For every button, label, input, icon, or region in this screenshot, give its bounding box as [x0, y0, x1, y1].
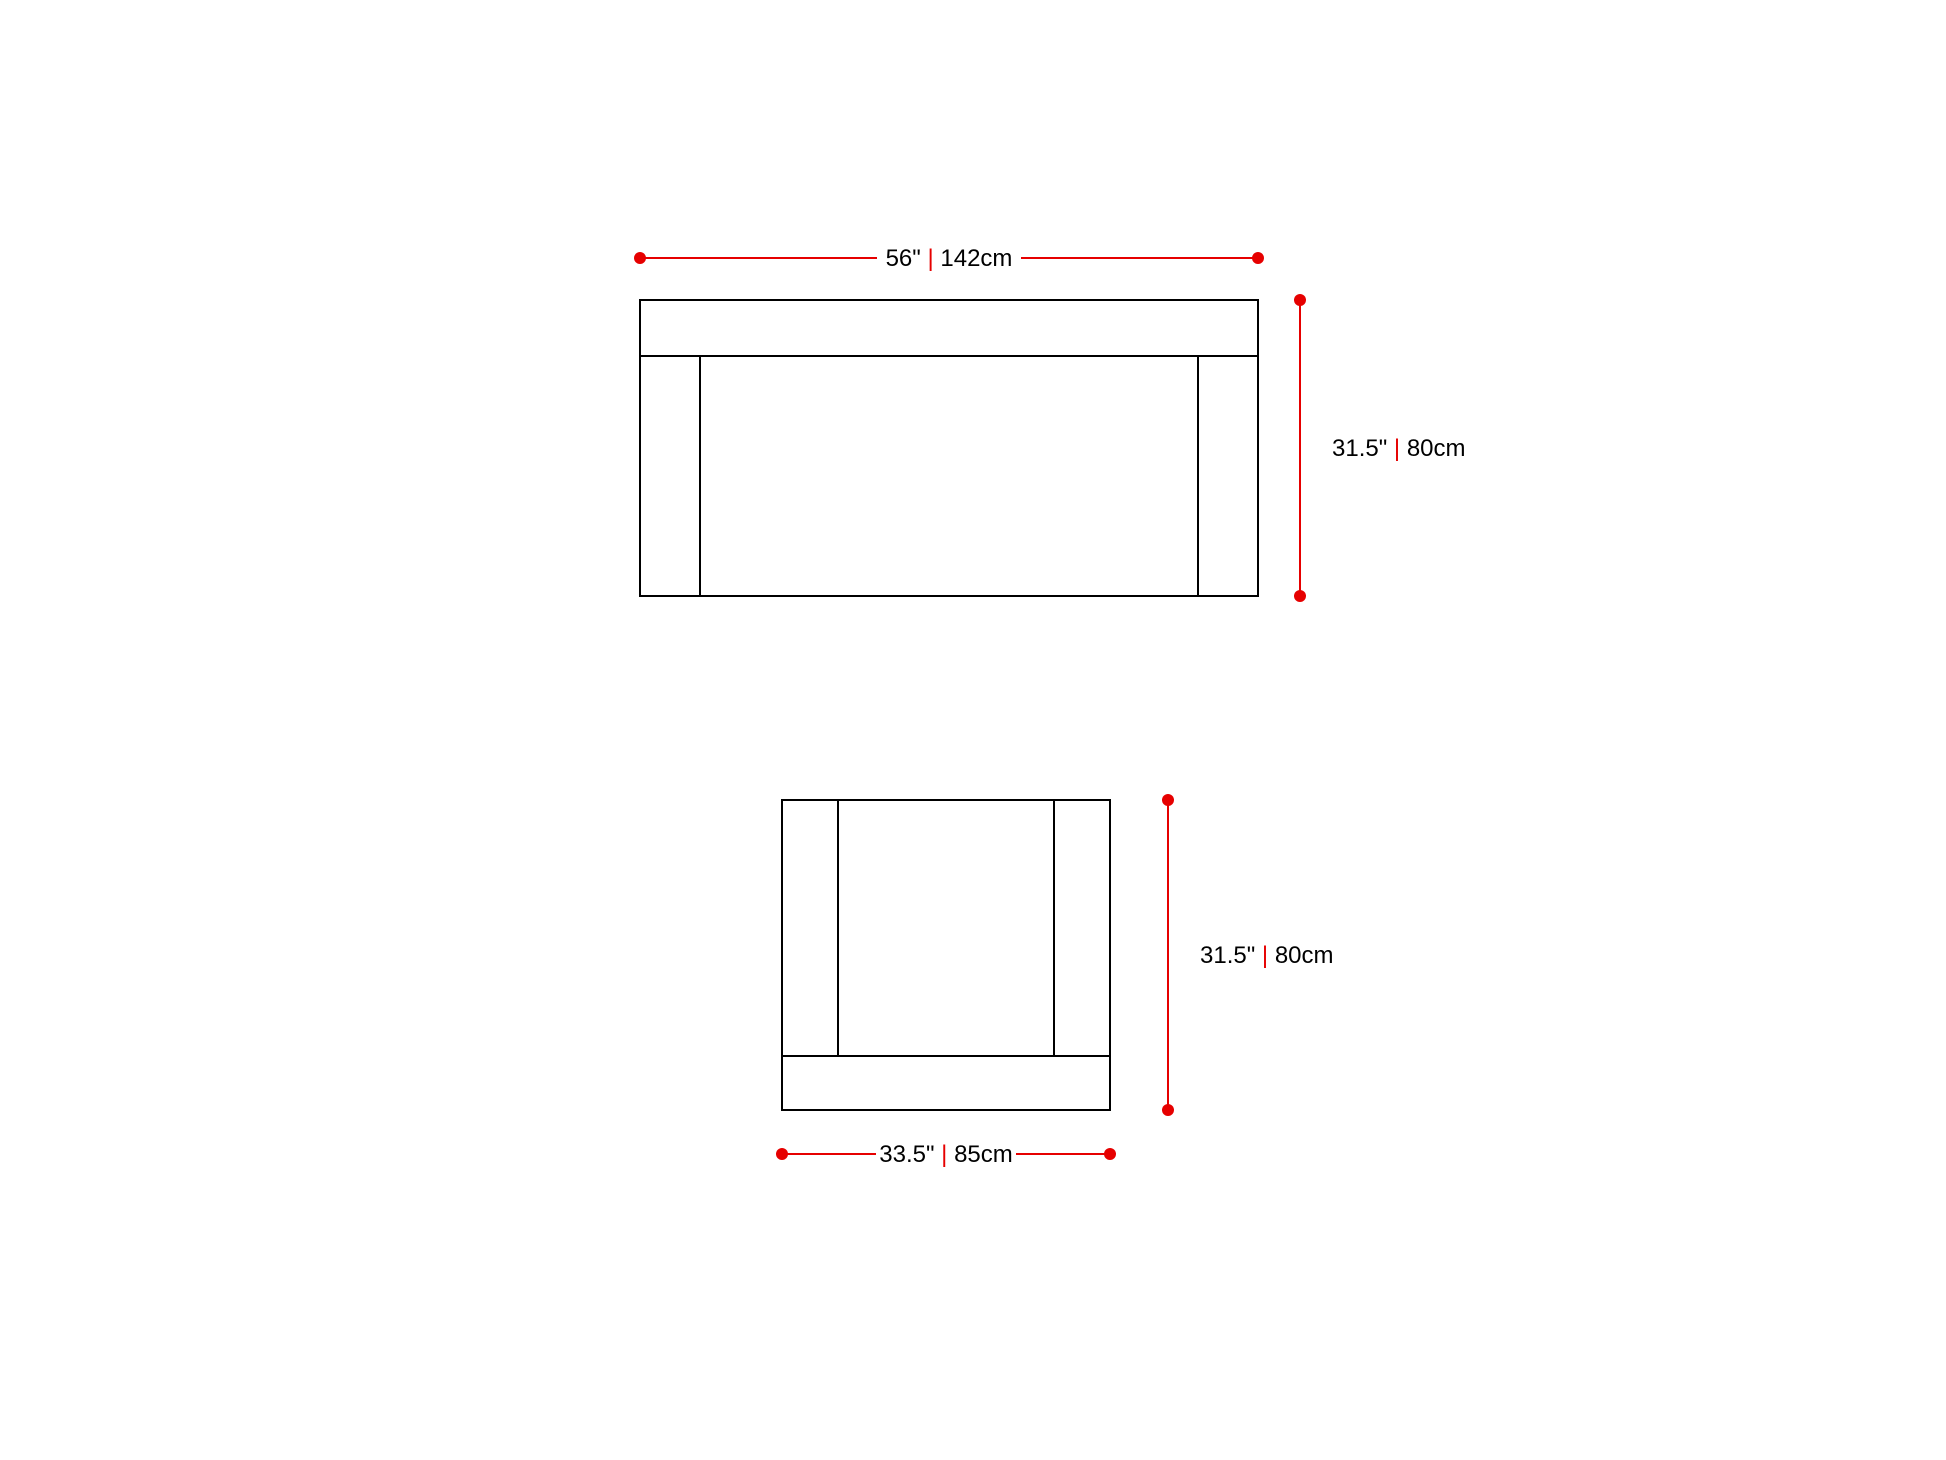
dim-dot-start — [1162, 794, 1174, 806]
dim-label-imperial: 33.5" — [879, 1141, 941, 1168]
dim-label-metric: 80cm — [1407, 435, 1466, 462]
dim-dot-start — [1294, 294, 1306, 306]
dim-label-separator: | — [1262, 942, 1275, 969]
dim-dot-end — [1104, 1148, 1116, 1160]
dim-label-imperial: 56" — [886, 245, 928, 272]
top-view-dim-height: 31.5" | 80cm — [1294, 294, 1466, 602]
dim-label-metric: 80cm — [1275, 942, 1334, 969]
dim-label-imperial: 31.5" — [1332, 435, 1394, 462]
dim-label: 31.5" | 80cm — [1200, 942, 1334, 969]
top-view-outline — [640, 300, 1258, 596]
top-view-dim-width: 56" | 142cm — [634, 245, 1264, 272]
dim-label-imperial: 31.5" — [1200, 942, 1262, 969]
dim-label-metric: 85cm — [954, 1141, 1013, 1168]
dim-label-separator: | — [927, 245, 940, 272]
dim-dot-start — [776, 1148, 788, 1160]
dim-label-metric: 142cm — [940, 245, 1012, 272]
outer-rect — [640, 300, 1258, 596]
bottom-view-dim-height: 31.5" | 80cm — [1162, 794, 1334, 1116]
dim-label-separator: | — [941, 1141, 954, 1168]
dim-dot-end — [1294, 590, 1306, 602]
bottom-view-outline — [782, 800, 1110, 1110]
dim-label-separator: | — [1394, 435, 1407, 462]
dim-dot-start — [634, 252, 646, 264]
dim-dot-end — [1252, 252, 1264, 264]
dim-label: 56" | 142cm — [886, 245, 1013, 272]
dim-dot-end — [1162, 1104, 1174, 1116]
dim-label: 33.5" | 85cm — [879, 1141, 1013, 1168]
outer-rect — [782, 800, 1110, 1110]
dim-label: 31.5" | 80cm — [1332, 435, 1466, 462]
bottom-view-dim-width: 33.5" | 85cm — [776, 1141, 1116, 1168]
